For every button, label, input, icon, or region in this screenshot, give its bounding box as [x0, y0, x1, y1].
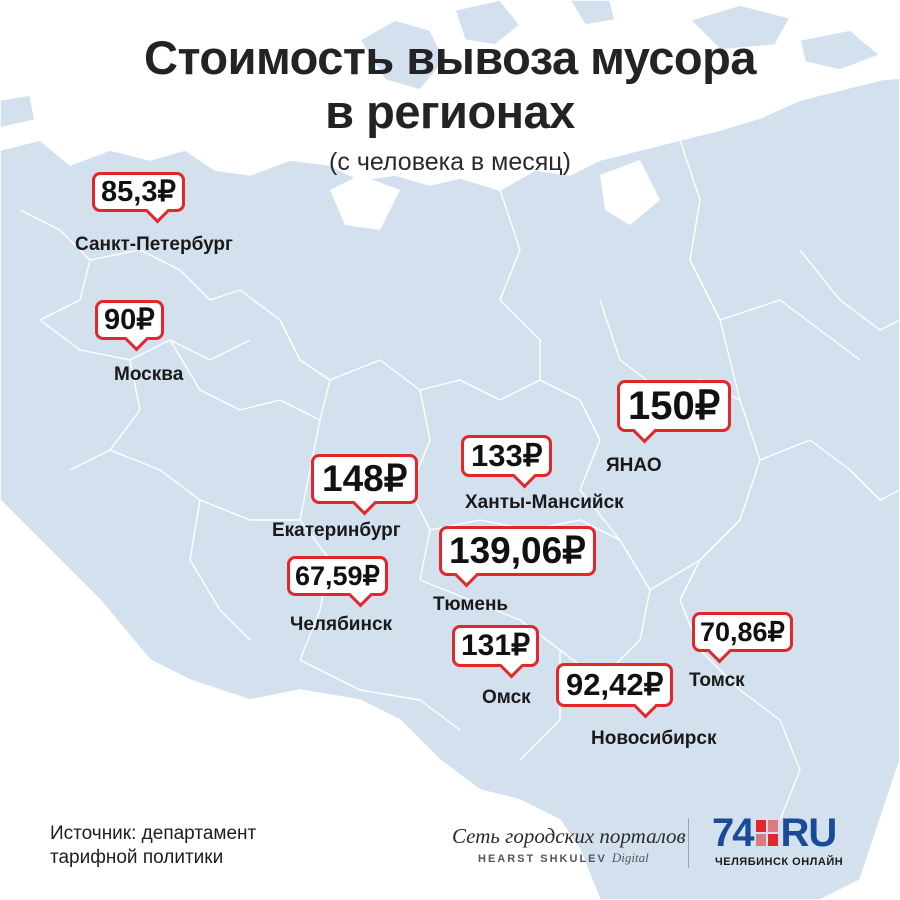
city-label-khanty: Ханты-Мансийск: [465, 492, 624, 513]
logo-caption: ЧЕЛЯБИНСК ОНЛАЙН: [715, 856, 844, 868]
island-2: [454, 0, 521, 46]
subtitle: (с человека в месяц): [329, 148, 571, 176]
city-label-tomsk: Томск: [689, 670, 745, 691]
price-callout-tyumen: 139,06₽: [439, 526, 596, 576]
city-label-moscow: Москва: [114, 364, 184, 385]
logo-number: 74: [712, 810, 754, 855]
island-6: [0, 94, 36, 129]
city-label-tyumen: Тюмень: [433, 594, 509, 615]
island-3: [689, 4, 791, 51]
network-subtitle: HEARST SHKULEV Digital: [478, 850, 649, 866]
title-line-2: в регионах: [325, 85, 575, 138]
island-4: [569, 0, 616, 26]
price-callout-yanao: 150₽: [617, 380, 732, 432]
city-label-ekb: Екатеринбург: [272, 520, 401, 541]
bay-shape: [330, 175, 400, 230]
city-label-spb: Санкт-Петербург: [75, 234, 233, 255]
source-line-1: Источник: департамент: [50, 823, 257, 844]
price-callout-khanty: 133₽: [461, 435, 553, 477]
price-callout-spb: 85,3₽: [92, 172, 185, 212]
city-label-omsk: Омск: [482, 687, 531, 708]
price-callout-chelyabinsk: 67,59₽: [287, 556, 388, 596]
city-label-yanao: ЯНАО: [606, 455, 662, 476]
mainland-shape: [0, 77, 900, 900]
logo-74ru[interactable]: 74 RU: [712, 810, 838, 855]
price-callout-tomsk: 70,86₽: [692, 612, 793, 652]
city-label-chelyabinsk: Челябинск: [290, 614, 393, 635]
island-1: [359, 19, 446, 91]
city-label-novosibirsk: Новосибирск: [591, 728, 717, 749]
source-line-2: тарифной политики: [50, 847, 224, 868]
title-line-1: Стоимость вывоза мусора: [144, 31, 756, 84]
logo-squares-icon: [755, 820, 778, 846]
island-5: [799, 29, 881, 71]
footer-divider: [688, 818, 689, 868]
bay-shape-2: [600, 160, 660, 225]
logo-ru: RU: [780, 810, 838, 855]
price-callout-omsk: 131₽: [452, 625, 540, 667]
network-name[interactable]: Сеть городских порталов: [452, 824, 686, 848]
source-note: Источник: департамент тарифной политики: [50, 822, 256, 870]
network-sub-text: HEARST SHKULEV: [478, 853, 607, 865]
price-callout-ekb: 148₽: [311, 454, 419, 504]
price-callout-moscow: 90₽: [95, 300, 164, 340]
network-sub-italic: Digital: [611, 850, 649, 865]
price-callout-novosibirsk: 92,42₽: [556, 663, 674, 707]
